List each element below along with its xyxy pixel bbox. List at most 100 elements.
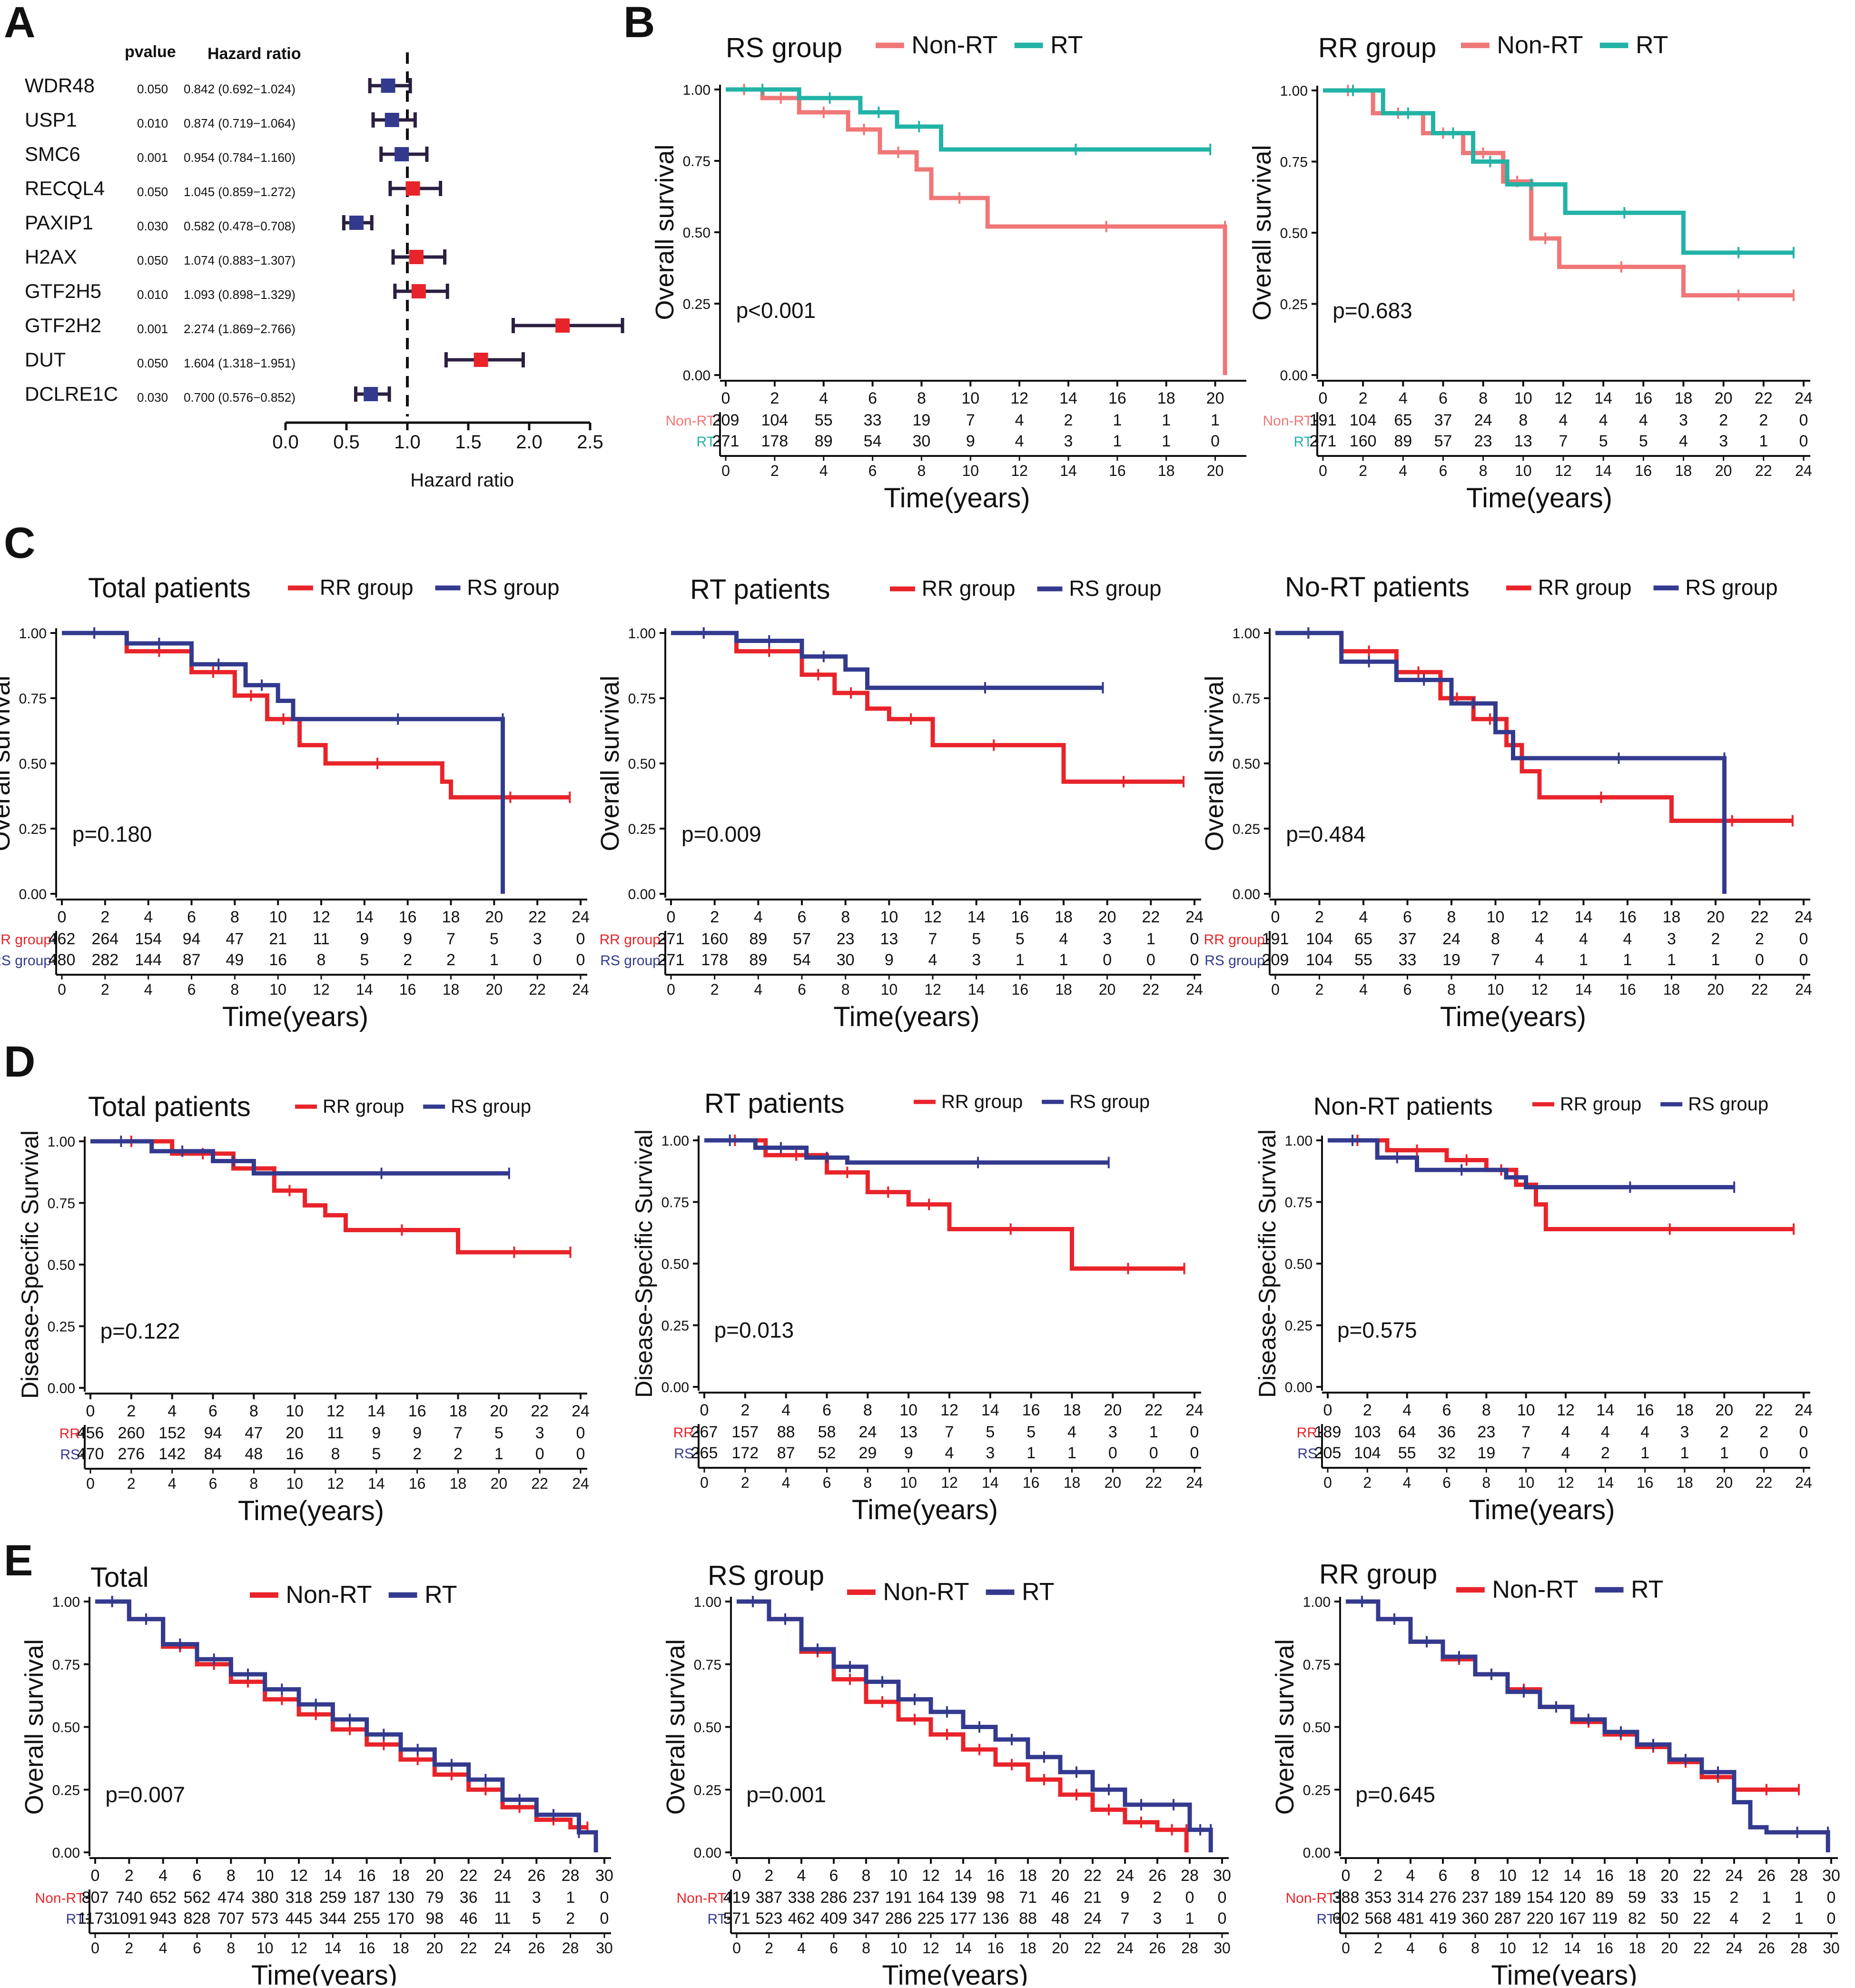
km-y-tick-label: 0.00 [52, 1845, 80, 1861]
risk-table-value: 462 [49, 930, 76, 948]
risk-table-value: 13 [880, 930, 898, 948]
km-x-tick-label: 6 [829, 1867, 839, 1885]
km-x-tick-label: 6 [868, 389, 877, 407]
risk-table-x-tick-label: 4 [1399, 462, 1407, 479]
risk-table-value: 0 [1759, 1444, 1768, 1462]
risk-table-value: 50 [1660, 1909, 1678, 1928]
km-x-tick-label: 28 [1790, 1867, 1808, 1885]
risk-table-x-tick-label: 6 [193, 1939, 201, 1957]
risk-table-value: 33 [1399, 951, 1417, 969]
risk-table-value: 2 [1730, 1889, 1739, 1907]
risk-table-value: 8 [331, 1445, 340, 1463]
km-x-tick-label: 10 [286, 1402, 304, 1420]
km-y-tick-label: 0.75 [1285, 1195, 1312, 1211]
risk-table-x-tick-label: 24 [1186, 1474, 1203, 1491]
km-y-tick-label: 1.00 [19, 626, 47, 642]
forest-pvalue: 0.010 [137, 116, 168, 130]
risk-table-value: 55 [815, 411, 833, 429]
risk-table-x-tick-label: 8 [918, 462, 926, 479]
forest-gene: GTF2H2 [25, 314, 101, 336]
risk-table-x-tick-label: 20 [1099, 981, 1116, 998]
forest-row: PAXIP1 0.030 0.582 (0.478−0.708) [25, 211, 374, 234]
risk-table-x-tick-label: 22 [531, 1475, 548, 1492]
km-x-tick-label: 2 [765, 1867, 774, 1885]
km-x-tick-label: 8 [1479, 389, 1488, 407]
km-x-tick-label: 12 [312, 908, 330, 926]
risk-table-value: 5 [1599, 432, 1608, 450]
forest-hr-text: 1.045 (0.859−1.272) [184, 185, 296, 199]
km-curve-rs-group [90, 1139, 509, 1176]
km-title: Total patients [88, 1091, 251, 1122]
risk-table-x-tick-label: 14 [356, 981, 373, 998]
risk-table-value: 98 [987, 1889, 1005, 1907]
km-x-tick-label: 16 [1108, 389, 1126, 407]
km-pvalue: p=0.683 [1332, 298, 1412, 323]
km-x-tick-label: 4 [144, 908, 153, 926]
risk-table-value: 2 [1064, 411, 1073, 429]
km-x-tick-label: 26 [1757, 1867, 1776, 1885]
risk-table-value: 154 [135, 930, 162, 948]
risk-table-label: RT [66, 1911, 85, 1927]
risk-table-x-tick-label: 14 [368, 1475, 385, 1492]
risk-table-value: 1 [1667, 951, 1676, 969]
risk-table-value: 8 [1491, 930, 1500, 948]
risk-table-value: 0 [1218, 1889, 1227, 1907]
km-y-label: Overall survival [20, 1639, 49, 1815]
km-pvalue: p=0.645 [1355, 1782, 1435, 1807]
km-title: RS group [726, 32, 842, 63]
risk-table-value: 287 [1494, 1909, 1521, 1928]
km-pvalue: p=0.001 [746, 1782, 826, 1807]
km-pvalue: p=0.575 [1337, 1317, 1417, 1342]
km-title: Non-RT patients [1313, 1093, 1493, 1120]
risk-table-value: 5 [490, 930, 499, 948]
km-y-tick-label: 0.00 [683, 368, 710, 384]
km-x-tick-label: 6 [208, 1402, 217, 1420]
risk-table-value: 0 [576, 951, 585, 969]
km-title: Total [90, 1562, 149, 1593]
risk-table-value: 47 [226, 930, 244, 948]
risk-table-x-tick-label: 8 [862, 1939, 870, 1957]
risk-table-value: 21 [269, 930, 287, 948]
km-x-tick-label: 26 [1148, 1867, 1166, 1885]
km-pvalue: p=0.122 [100, 1318, 180, 1343]
risk-table-value: 4 [1579, 930, 1588, 948]
risk-table-x-tick-label: 24 [1726, 1939, 1743, 1957]
risk-table-value: 271 [658, 930, 685, 948]
km-y-label: Disease-Specific Survival [1254, 1129, 1281, 1398]
risk-table-value: 0 [600, 1909, 609, 1928]
forest-gene: WDR48 [25, 74, 95, 97]
risk-table-value: 9 [403, 930, 412, 948]
risk-table-value: 4 [1015, 432, 1024, 450]
risk-table-label: Non-RT [35, 1890, 85, 1906]
km-legend-label: RR group [941, 1091, 1023, 1112]
km-x-tick-label: 12 [326, 1402, 345, 1420]
km-x-tick-label: 0 [1342, 1867, 1351, 1885]
km-x-tick-label: 20 [485, 908, 503, 926]
km-y-tick-label: 0.25 [52, 1782, 80, 1798]
risk-table-value: 11 [313, 930, 329, 948]
risk-table-value: 9 [885, 951, 894, 969]
km-pvalue: p<0.001 [736, 298, 816, 323]
risk-table-x-tick-label: 10 [269, 981, 286, 998]
km-y-tick-label: 0.50 [694, 1720, 721, 1736]
risk-table-x-tick-label: 0 [721, 462, 730, 479]
risk-table-value: 0 [600, 1889, 609, 1907]
risk-table-value: 209 [712, 411, 740, 429]
km-x-tick-label: 20 [1660, 1867, 1678, 1885]
risk-table-value: 7 [1121, 1909, 1130, 1928]
km-y-tick-label: 0.25 [628, 821, 656, 837]
km-legend-label: RS group [1069, 1091, 1150, 1112]
km-x-tick-label: 22 [528, 908, 546, 926]
km-y-tick-label: 0.75 [52, 1657, 80, 1673]
risk-table-value: 360 [1462, 1909, 1489, 1928]
km-x-tick-label: 16 [408, 1402, 426, 1420]
km-y-tick-label: 0.00 [1285, 1380, 1312, 1395]
risk-table-value: 4 [1623, 930, 1632, 948]
risk-table-value: 0 [1149, 1444, 1158, 1462]
km-y-tick-label: 0.25 [1303, 1782, 1331, 1798]
km-y-tick-label: 0.50 [19, 756, 47, 772]
risk-table-value: 47 [245, 1424, 263, 1442]
panel-label-B: B [623, 0, 655, 47]
km-x-tick-label: 16 [1618, 908, 1637, 926]
risk-table-value: 3 [1103, 930, 1112, 948]
